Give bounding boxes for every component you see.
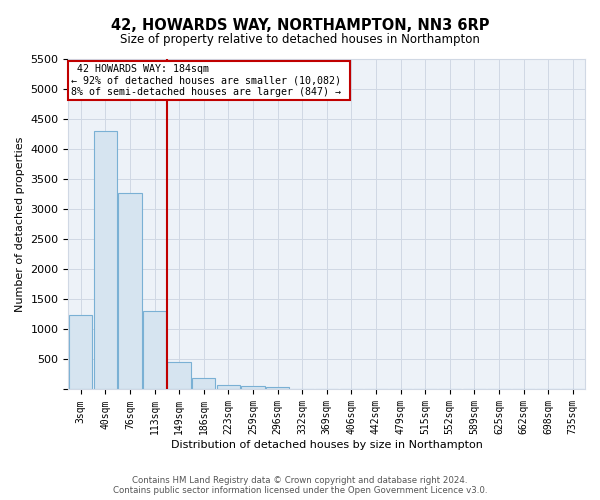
Text: Size of property relative to detached houses in Northampton: Size of property relative to detached ho… [120, 32, 480, 46]
Y-axis label: Number of detached properties: Number of detached properties [15, 136, 25, 312]
Bar [69, 315, 92, 390]
Text: 42 HOWARDS WAY: 184sqm
← 92% of detached houses are smaller (10,082)
8% of semi-: 42 HOWARDS WAY: 184sqm ← 92% of detached… [71, 64, 347, 97]
Text: 42, HOWARDS WAY, NORTHAMPTON, NN3 6RP: 42, HOWARDS WAY, NORTHAMPTON, NN3 6RP [111, 18, 489, 32]
Bar [143, 311, 166, 390]
X-axis label: Distribution of detached houses by size in Northampton: Distribution of detached houses by size … [171, 440, 482, 450]
Bar [266, 388, 289, 390]
Text: Contains HM Land Registry data © Crown copyright and database right 2024.
Contai: Contains HM Land Registry data © Crown c… [113, 476, 487, 495]
Bar [167, 362, 191, 390]
Bar [94, 131, 117, 390]
Bar [118, 193, 142, 390]
Bar [217, 385, 240, 390]
Bar [192, 378, 215, 390]
Bar [241, 386, 265, 390]
